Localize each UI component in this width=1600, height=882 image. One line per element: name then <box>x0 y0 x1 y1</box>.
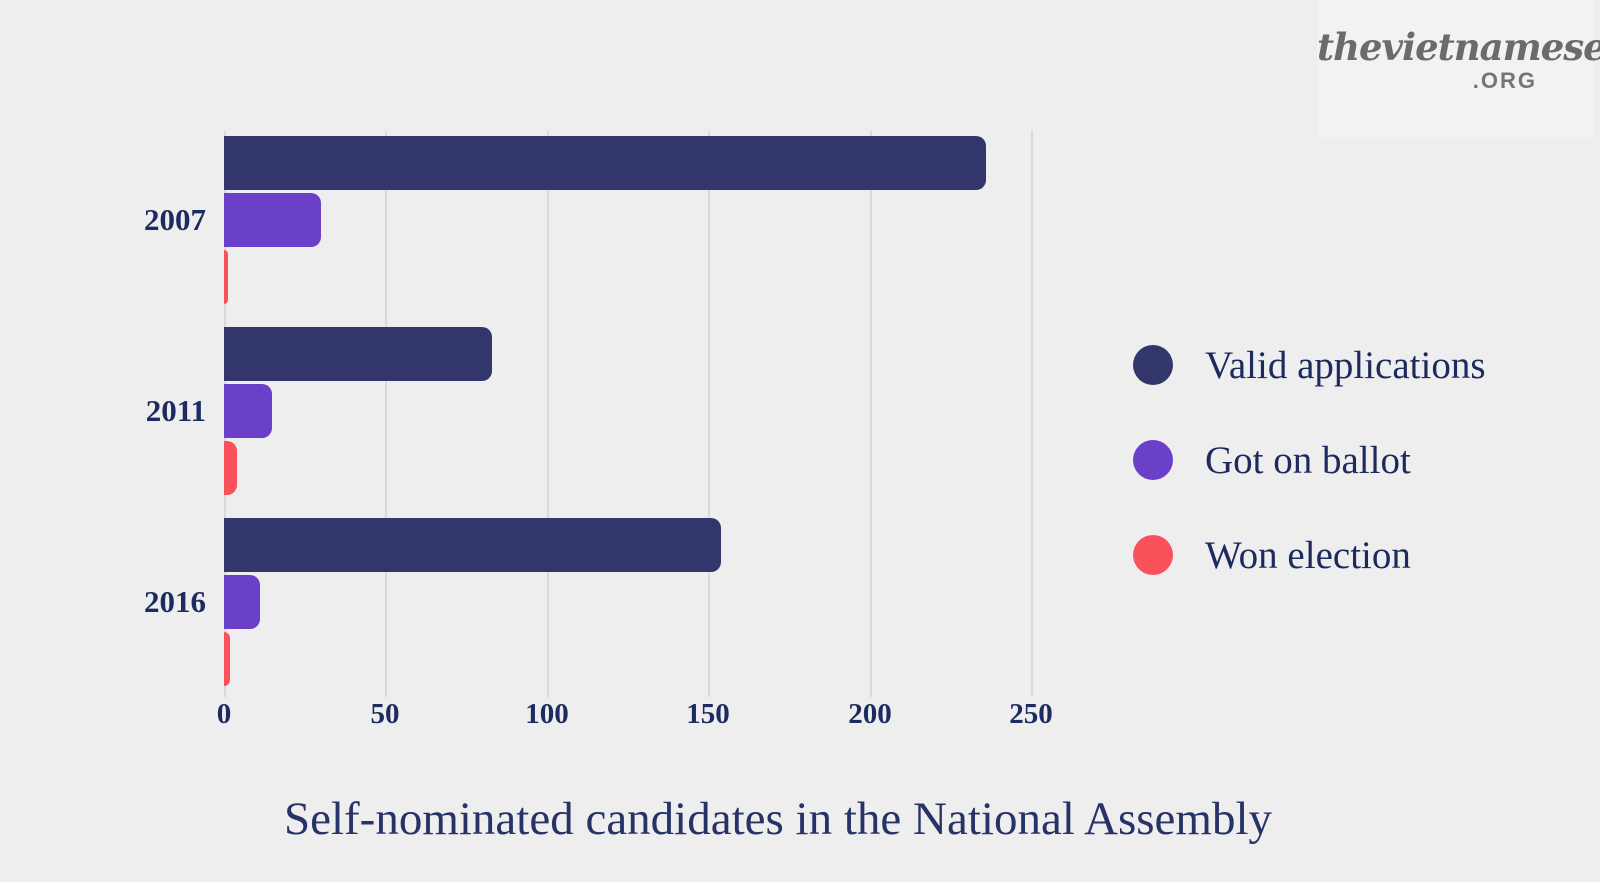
legend-item: Got on ballot <box>1133 438 1486 482</box>
gridline <box>547 131 549 697</box>
bar-2011-valid-applications <box>224 327 492 381</box>
gridline <box>385 131 387 697</box>
gridline <box>870 131 872 697</box>
x-tick-label: 50 <box>370 698 400 730</box>
gridline <box>708 131 710 697</box>
legend-label: Got on ballot <box>1205 438 1411 482</box>
legend-swatch-valid-applications <box>1133 345 1173 385</box>
year-label: 2007 <box>144 202 206 237</box>
logo-tld: .ORG <box>1472 68 1537 93</box>
x-tick-label: 0 <box>216 698 232 730</box>
chart-title: Self-nominated candidates in the Nationa… <box>283 793 1273 845</box>
legend-swatch-won-election <box>1133 535 1173 575</box>
bar-2011-won-election <box>224 441 237 495</box>
logo-wordmark: thevietnamese <box>1317 25 1600 69</box>
legend-item: Won election <box>1133 533 1486 577</box>
bar-2011-got-on-ballot <box>224 384 272 438</box>
bar-2007-valid-applications <box>224 136 986 190</box>
x-tick-label: 100 <box>525 698 569 730</box>
legend-label: Won election <box>1205 533 1411 577</box>
legend-item: Valid applications <box>1133 343 1486 387</box>
bar-2016-got-on-ballot <box>224 575 260 629</box>
plot-area <box>224 131 1064 697</box>
site-logo: thevietnamese .ORG <box>1317 0 1600 138</box>
year-label: 2011 <box>145 393 206 428</box>
bar-2016-won-election <box>224 632 230 686</box>
x-tick-label: 200 <box>848 698 892 730</box>
bar-2007-won-election <box>224 250 228 304</box>
legend-label: Valid applications <box>1205 343 1486 387</box>
legend-swatch-got-on-ballot <box>1133 440 1173 480</box>
gridline <box>1031 131 1033 697</box>
legend: Valid applications Got on ballot Won ele… <box>1133 343 1486 630</box>
x-tick-label: 150 <box>686 698 730 730</box>
bar-2007-got-on-ballot <box>224 193 321 247</box>
bar-2016-valid-applications <box>224 518 721 572</box>
x-tick-label: 250 <box>1009 698 1053 730</box>
year-label: 2016 <box>144 584 206 619</box>
